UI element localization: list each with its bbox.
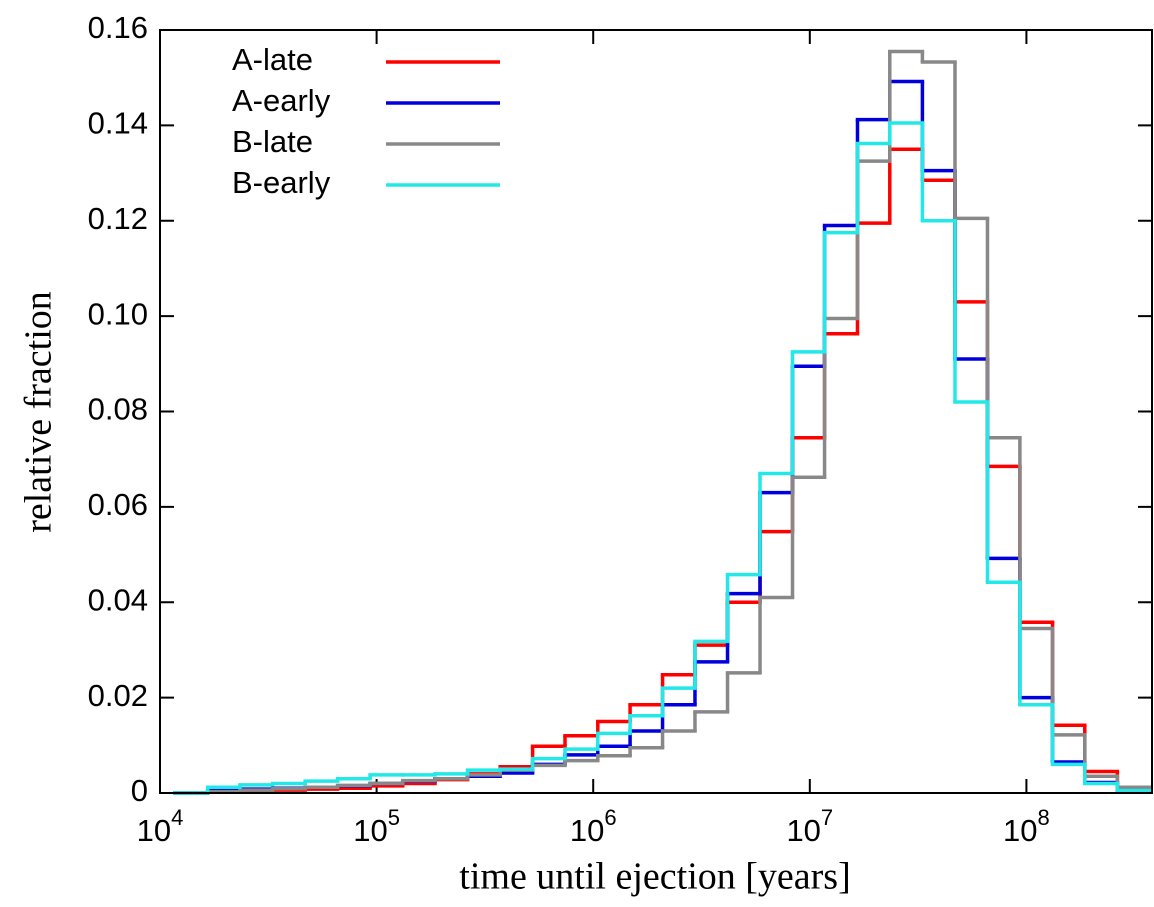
y-tick-label: 0.06: [88, 487, 148, 522]
x-tick-label: 108: [1003, 805, 1050, 848]
legend-label: A-late: [232, 42, 313, 77]
plot-frame: [159, 29, 1153, 794]
legend-label: B-early: [232, 165, 331, 200]
y-tick-label: 0.02: [88, 678, 148, 713]
legend-label: A-early: [232, 83, 331, 118]
y-tick-label: 0.04: [88, 582, 148, 617]
legend-label: B-late: [232, 124, 313, 159]
x-tick-label: 105: [353, 805, 400, 848]
y-tick-label: 0.12: [88, 201, 148, 236]
x-tick-label: 104: [137, 805, 184, 848]
step-riser: [205, 122, 1120, 793]
y-tick-label: 0.10: [88, 296, 148, 331]
y-axis-title: relative fraction: [18, 291, 60, 533]
y-tick-label: 0.16: [88, 10, 148, 45]
y-tick-label: 0.14: [88, 106, 148, 141]
x-tick-label: 106: [570, 805, 617, 848]
x-tick-label: 107: [786, 805, 833, 848]
y-tick-label: 0: [131, 773, 148, 808]
x-axis-title: time until ejection [years]: [459, 856, 850, 898]
y-tick-label: 0.08: [88, 392, 148, 427]
